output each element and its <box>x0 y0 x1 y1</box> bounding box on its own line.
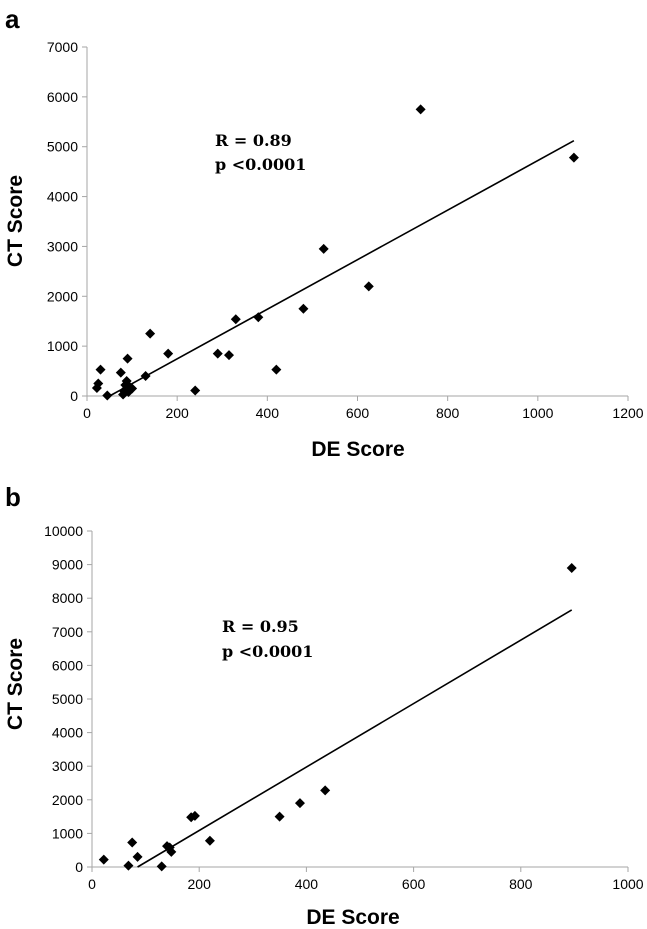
chart-panel-b: b 01000200030004000500060007000800090001… <box>4 482 644 929</box>
panel-a-y-tick-label: 4000 <box>47 189 78 205</box>
panel-a-data-point <box>140 371 151 382</box>
panel-a-x-tick-label: 0 <box>83 405 91 421</box>
panel-a-x-tick-label: 600 <box>346 405 370 421</box>
panel-a-data-point <box>363 281 374 292</box>
panel-b-data-point <box>98 854 109 865</box>
panel-a-data-point <box>568 152 579 163</box>
panel-a-label: a <box>5 4 20 34</box>
panel-a-plot-area: 0 1000 2000 3000 4000 5000 6000 7000 0 200 400 600 8… <box>47 39 644 421</box>
panel-b-data-point <box>166 846 177 857</box>
panel-a-data-point <box>298 303 309 314</box>
panel-b-data-point <box>156 861 167 872</box>
panel-a-x-tick-label: 1200 <box>612 405 643 421</box>
panel-a-data-point <box>93 378 104 389</box>
panel-a-data-point <box>145 328 156 339</box>
panel-a-data-point <box>102 390 113 401</box>
panel-b-annotation-p: p <0.0001 <box>222 642 313 661</box>
panel-a-y-tick-label: 5000 <box>47 139 78 155</box>
panel-b-label: b <box>5 482 21 512</box>
panel-b-data-point <box>123 860 134 871</box>
panel-a-x-axis-title: DE Score <box>311 438 404 461</box>
panel-a-data-point <box>95 364 106 375</box>
panel-b-data-point <box>132 851 143 862</box>
panel-b-y-tick-label: 7000 <box>52 624 83 640</box>
panel-a-data-point <box>163 348 174 359</box>
panel-a-data-point <box>190 385 201 396</box>
panel-a-data-point <box>224 350 235 361</box>
panel-a-data-point <box>121 376 132 387</box>
panel-a-data-point <box>115 367 126 378</box>
panel-b-y-tick-label: 8000 <box>52 590 83 606</box>
panel-a-x-tick-label: 200 <box>165 405 189 421</box>
panel-b-y-tick-label: 4000 <box>52 725 83 741</box>
panel-b-y-tick-label: 5000 <box>52 691 83 707</box>
panel-b-y-tick-label: 0 <box>75 859 83 875</box>
panel-b-x-axis-title: DE Score <box>306 906 399 929</box>
panel-a-y-axis-title: CT Score <box>4 175 27 267</box>
panel-a-y-tick-label: 0 <box>70 388 78 404</box>
panel-a-x-tick-label: 400 <box>256 405 280 421</box>
panel-a-data-point <box>118 386 129 397</box>
panel-a-data-point <box>415 104 426 115</box>
panel-a-y-tick-label: 1000 <box>47 338 78 354</box>
panel-a-data-point <box>253 312 264 323</box>
chart-panel-a: a 0 1000 2000 3000 4000 5000 6000 7000 0 200 400 60… <box>4 4 644 461</box>
panel-b-data-point <box>294 798 305 809</box>
panel-b-data-point <box>274 811 285 822</box>
panel-b-x-tick-label: 0 <box>88 876 96 892</box>
panel-a-data-point <box>230 314 241 325</box>
panel-b-data-point <box>127 837 138 848</box>
panel-b-y-axis-title: CT Score <box>4 638 27 730</box>
panel-a-y-tick-label: 3000 <box>47 238 78 254</box>
panel-b-x-tick-label: 200 <box>188 876 212 892</box>
panel-a-data-point <box>271 364 282 375</box>
panel-b-y-tick-label: 3000 <box>52 758 83 774</box>
panel-a-x-tick-label: 1000 <box>522 405 553 421</box>
panel-a-annotation-r: R = 0.89 <box>215 131 292 150</box>
panel-a-y-tick-label: 7000 <box>47 39 78 55</box>
panel-a-data-point <box>127 383 138 394</box>
panel-a-data-point <box>212 348 223 359</box>
panel-b-y-tick-label: 2000 <box>52 792 83 808</box>
panel-b-data-point <box>204 835 215 846</box>
panel-a-trendline <box>109 140 575 397</box>
panel-b-y-tick-label: 1000 <box>52 825 83 841</box>
panel-b-data-point <box>566 562 577 573</box>
panel-b-annotation-r: R = 0.95 <box>222 617 299 636</box>
panel-a-data-point <box>122 353 133 364</box>
panel-a-y-tick-label: 6000 <box>47 89 78 105</box>
panel-b-y-tick-label: 6000 <box>52 657 83 673</box>
panel-b-y-tick-label: 9000 <box>52 557 83 573</box>
panel-a-data-point <box>318 243 329 254</box>
panel-b-x-tick-label: 600 <box>402 876 426 892</box>
panel-b-plot-area: 0100020003000400050006000700080009000100… <box>44 523 644 892</box>
panel-a-annotation-p: p <0.0001 <box>215 155 306 174</box>
panel-b-x-tick-label: 400 <box>295 876 319 892</box>
panel-a-x-tick-label: 800 <box>436 405 460 421</box>
panel-b-y-tick-label: 10000 <box>44 523 83 539</box>
panel-b-x-tick-label: 800 <box>509 876 533 892</box>
panel-a-y-tick-label: 2000 <box>47 288 78 304</box>
panel-b-data-point <box>320 785 331 796</box>
panel-b-x-tick-label: 1000 <box>612 876 643 892</box>
panel-b-trendline <box>137 609 573 868</box>
panel-b-data-point <box>189 810 200 821</box>
